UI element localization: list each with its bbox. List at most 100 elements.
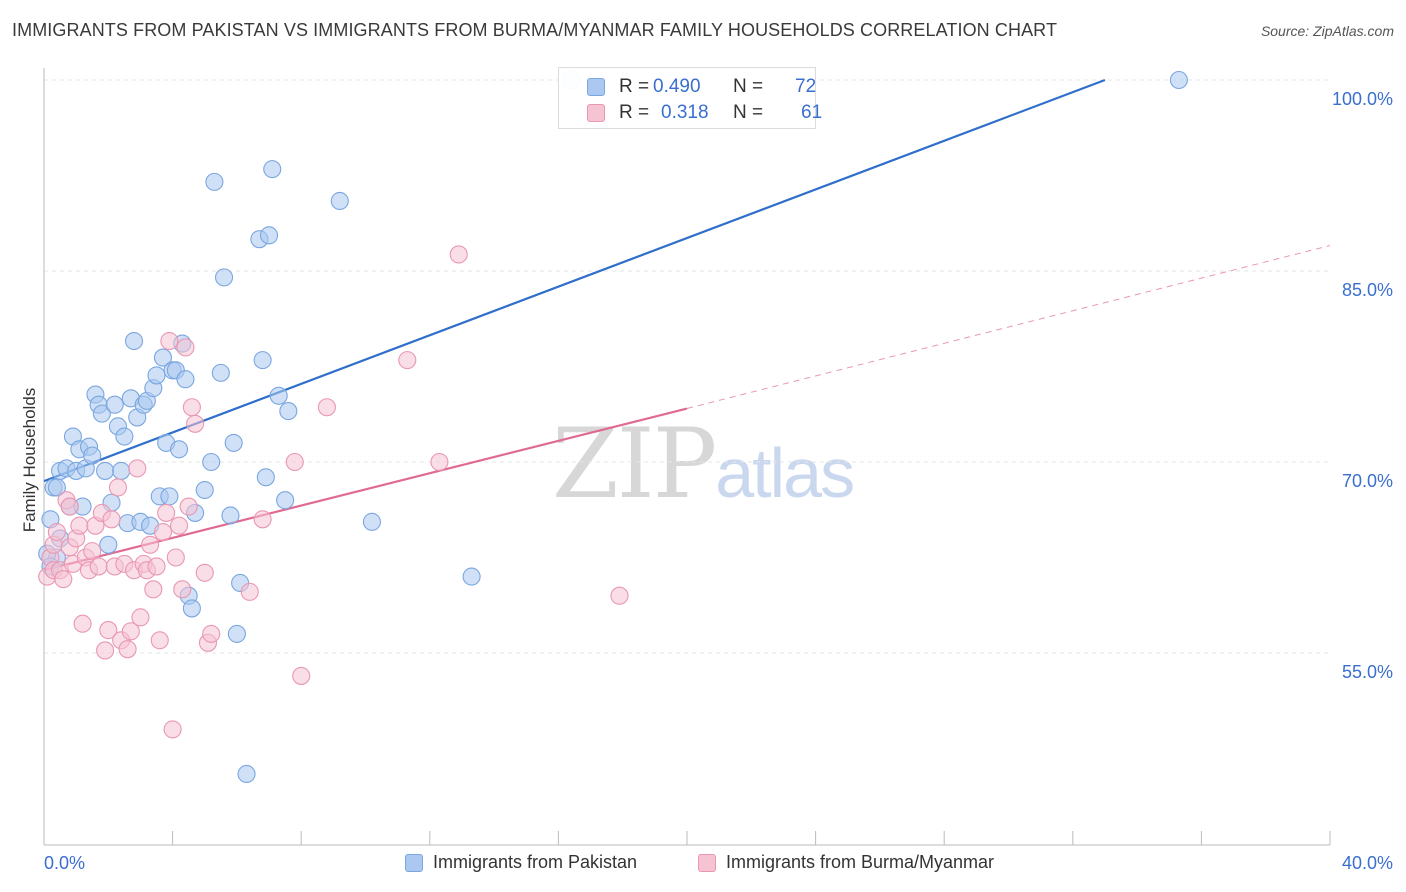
point-burma bbox=[141, 535, 160, 554]
point-pakistan bbox=[182, 599, 201, 618]
point-pakistan bbox=[92, 404, 111, 423]
point-pakistan bbox=[195, 480, 214, 500]
point-pakistan bbox=[112, 461, 131, 480]
stats-r-label: R = bbox=[619, 76, 650, 97]
point-pakistan bbox=[279, 402, 298, 421]
point-burma bbox=[89, 557, 108, 576]
point-pakistan bbox=[224, 433, 243, 452]
point-burma bbox=[47, 522, 66, 542]
stats-n-value-pakistan: 72 bbox=[795, 76, 817, 97]
point-burma bbox=[449, 245, 468, 264]
stats-r-label: R = bbox=[619, 102, 650, 123]
point-pakistan bbox=[256, 468, 275, 487]
axis-labels: 55.0% 70.0% 85.0% 100.0% 0.0% 40.0% Family Hou… bbox=[20, 89, 1393, 873]
point-pakistan bbox=[253, 351, 272, 370]
point-burma bbox=[166, 548, 185, 567]
legend-swatch-burma bbox=[698, 853, 716, 872]
stats-r-value-pakistan: 0.490 bbox=[653, 76, 701, 97]
point-pakistan bbox=[105, 395, 124, 414]
point-burma bbox=[253, 510, 272, 529]
point-pakistan bbox=[214, 268, 234, 287]
x-tick-label-min: 0.0% bbox=[44, 853, 85, 873]
point-burma bbox=[108, 478, 127, 497]
legend-swatch-pakistan bbox=[405, 853, 423, 872]
x-tick-label-max: 40.0% bbox=[1342, 853, 1393, 873]
watermark-zip: ZIP bbox=[552, 408, 717, 520]
point-burma bbox=[240, 582, 259, 601]
point-pakistan bbox=[115, 427, 134, 446]
point-burma bbox=[83, 542, 102, 561]
stats-legend-box: R = 0.490 N = 72 R = 0.318 N = 61 bbox=[558, 67, 822, 129]
point-burma bbox=[163, 720, 182, 739]
point-burma bbox=[144, 580, 163, 599]
axes bbox=[43, 68, 1331, 846]
legend-item-pakistan: Immigrants from Pakistan bbox=[405, 852, 637, 873]
point-burma bbox=[150, 631, 169, 650]
point-pakistan bbox=[269, 386, 288, 405]
point-burma bbox=[179, 497, 198, 516]
stats-n-label: N = bbox=[733, 76, 764, 97]
point-pakistan bbox=[83, 446, 102, 465]
trend-extension-burma bbox=[686, 245, 1331, 410]
point-pakistan bbox=[96, 461, 115, 480]
stats-r-value-burma: 0.318 bbox=[661, 102, 709, 123]
point-burma bbox=[317, 398, 336, 417]
stats-swatch-pakistan bbox=[587, 78, 605, 96]
point-burma bbox=[131, 608, 150, 627]
point-pakistan bbox=[263, 160, 282, 179]
stats-n-value-burma: 61 bbox=[801, 102, 823, 123]
watermark: ZIPatlas bbox=[552, 408, 855, 520]
point-burma bbox=[285, 452, 304, 472]
stats-swatch-burma bbox=[587, 104, 605, 122]
legend-label-burma: Immigrants from Burma/Myanmar bbox=[726, 852, 995, 872]
point-burma bbox=[147, 557, 166, 576]
point-pakistan bbox=[276, 491, 295, 510]
y-tick-label: 55.0% bbox=[1342, 662, 1393, 682]
legend-item-burma: Immigrants from Burma/Myanmar bbox=[698, 852, 994, 873]
point-pakistan bbox=[147, 366, 166, 385]
point-burma bbox=[157, 503, 176, 522]
point-burma bbox=[118, 640, 137, 659]
point-burma bbox=[153, 522, 173, 542]
point-burma bbox=[73, 614, 92, 633]
point-burma bbox=[121, 622, 140, 641]
chart-title: IMMIGRANTS FROM PAKISTAN VS IMMIGRANTS F… bbox=[12, 20, 1058, 40]
legend-label-pakistan: Immigrants from Pakistan bbox=[433, 852, 638, 872]
bottom-legend: Immigrants from Pakistan Immigrants from… bbox=[0, 852, 1406, 876]
point-pakistan bbox=[124, 331, 144, 351]
y-tick-label: 85.0% bbox=[1342, 280, 1393, 300]
point-burma bbox=[195, 563, 214, 582]
point-burma bbox=[398, 351, 417, 370]
point-pakistan bbox=[237, 764, 256, 784]
grid-lines bbox=[44, 79, 1330, 654]
y-tick-label: 70.0% bbox=[1342, 471, 1393, 491]
chart-source: Source: ZipAtlas.com bbox=[1260, 23, 1394, 39]
point-pakistan bbox=[202, 452, 221, 472]
y-tick-label: 100.0% bbox=[1332, 89, 1393, 109]
point-burma bbox=[173, 580, 192, 599]
point-burma bbox=[169, 516, 189, 535]
point-pakistan bbox=[330, 191, 349, 211]
point-pakistan bbox=[462, 567, 481, 586]
point-pakistan bbox=[160, 487, 179, 506]
point-pakistan bbox=[362, 512, 381, 531]
point-burma bbox=[202, 624, 221, 643]
point-burma bbox=[430, 452, 449, 472]
point-pakistan bbox=[99, 535, 118, 554]
point-burma bbox=[99, 621, 118, 640]
point-pakistan bbox=[169, 440, 189, 459]
point-pakistan bbox=[47, 478, 66, 497]
point-pakistan bbox=[1169, 70, 1188, 90]
point-pakistan bbox=[259, 226, 279, 245]
point-burma bbox=[182, 398, 201, 417]
data-points bbox=[38, 70, 1188, 784]
point-pakistan bbox=[205, 172, 224, 191]
point-pakistan bbox=[176, 370, 195, 389]
trend-lines bbox=[43, 78, 1331, 572]
point-burma bbox=[54, 570, 73, 589]
trend-line-burma bbox=[43, 407, 688, 572]
point-burma bbox=[70, 516, 89, 535]
point-pakistan bbox=[153, 348, 173, 367]
point-burma bbox=[292, 666, 311, 685]
